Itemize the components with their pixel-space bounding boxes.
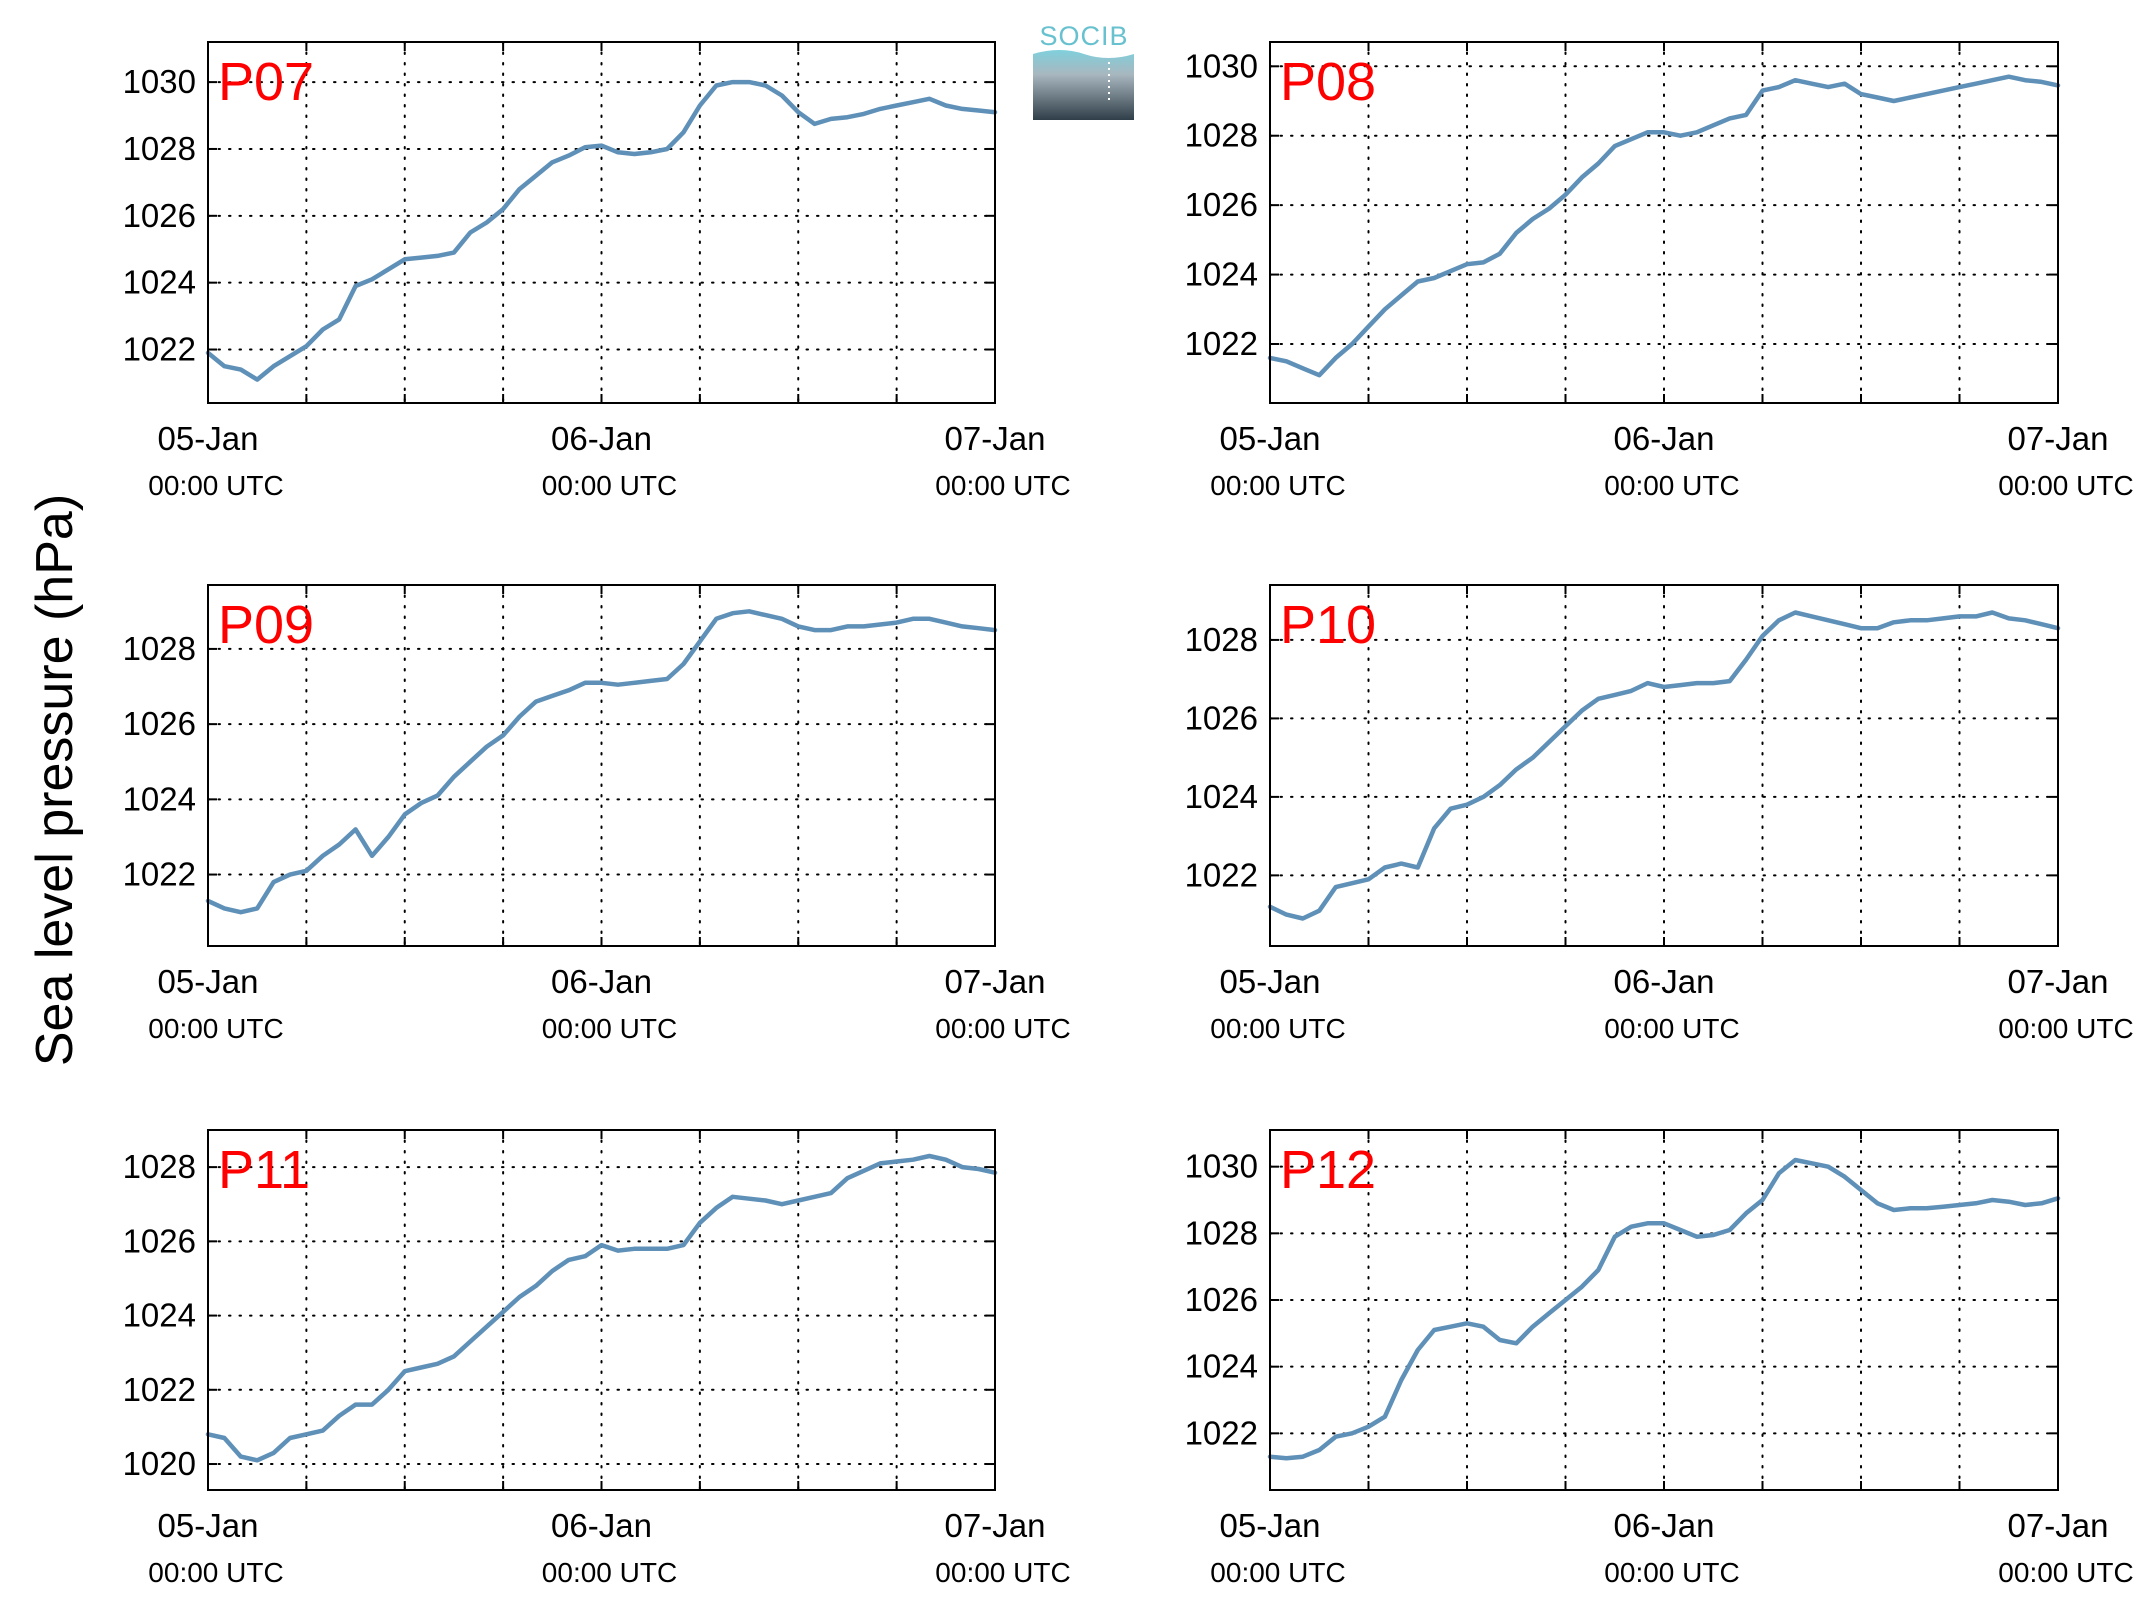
y-tick-label: 1030 [1185, 47, 1258, 84]
x-tick-label-time: 00:00 UTC [1210, 1013, 1345, 1044]
x-tick-label-time: 00:00 UTC [542, 470, 677, 501]
data-line [205, 1153, 998, 1463]
panel-label: P09 [218, 595, 314, 655]
x-tick-label-time: 00:00 UTC [148, 470, 283, 501]
panel-label: P12 [1280, 1140, 1376, 1200]
x-tick-label-date: 05-Jan [1220, 963, 1321, 1000]
x-tick-label-date: 05-Jan [1220, 1507, 1321, 1544]
data-line [1267, 74, 2061, 378]
panel-label: P08 [1280, 52, 1376, 112]
x-tick-label-time: 00:00 UTC [935, 1013, 1070, 1044]
x-tick-label-date: 07-Jan [945, 963, 1046, 1000]
x-tick-label-date: 06-Jan [1614, 1507, 1715, 1544]
y-tick-label: 1024 [1185, 1348, 1258, 1385]
x-tick-label-time: 00:00 UTC [148, 1013, 283, 1044]
y-tick-label: 1022 [1185, 325, 1258, 362]
x-tick-label-date: 05-Jan [158, 420, 259, 457]
y-tick-label: 1020 [123, 1445, 196, 1482]
x-tick-label-date: 07-Jan [2008, 1507, 2109, 1544]
chart-panel-p11: 1020 1022 1024 1026 1028 05-Jan 00:00 UTC 06-Ja… [123, 1129, 1071, 1588]
x-tick-label-date: 06-Jan [551, 963, 652, 1000]
data-line [205, 79, 998, 382]
chart-panel-p10: 1022 1024 1026 1028 05-Jan 00:00 UTC 06-Jan 00:… [1185, 584, 2134, 1044]
y-tick-label: 1026 [123, 197, 196, 234]
chart-panel-p08: 1022 1024 1026 1028 1030 05-Jan 00:00 UTC 06-Ja… [1185, 41, 2134, 501]
y-tick-label: 1022 [1185, 1414, 1258, 1451]
x-tick-label-time: 00:00 UTC [1604, 470, 1739, 501]
chart-panel-p09: 1022 1024 1026 1028 05-Jan 00:00 UTC 06-Jan 00:… [123, 584, 1071, 1044]
data-line [1267, 1157, 2061, 1461]
x-tick-label-date: 07-Jan [945, 1507, 1046, 1544]
x-tick-label-time: 00:00 UTC [935, 470, 1070, 501]
x-tick-label-date: 05-Jan [1220, 420, 1321, 457]
y-tick-label: 1022 [123, 1371, 196, 1408]
y-tick-label: 1022 [1185, 856, 1258, 893]
y-tick-label: 1026 [123, 705, 196, 742]
panel-label: P10 [1280, 595, 1376, 655]
y-tick-label: 1028 [1185, 117, 1258, 154]
x-tick-label-date: 07-Jan [2008, 963, 2109, 1000]
chart-panel-p12: 1022 1024 1026 1028 1030 05-Jan 00:00 UTC 06-Ja… [1185, 1129, 2134, 1588]
x-tick-label-date: 07-Jan [945, 420, 1046, 457]
y-tick-label: 1028 [123, 1148, 196, 1185]
data-line [205, 609, 998, 915]
x-tick-label-date: 07-Jan [2008, 420, 2109, 457]
panel-label: P11 [218, 1140, 310, 1200]
y-tick-label: 1026 [1185, 1281, 1258, 1318]
data-line [1267, 610, 2061, 921]
y-tick-label: 1024 [1185, 256, 1258, 293]
y-tick-label: 1026 [123, 1222, 196, 1259]
x-tick-label-date: 05-Jan [158, 1507, 259, 1544]
y-tick-label: 1028 [1185, 1214, 1258, 1251]
x-tick-label-time: 00:00 UTC [542, 1013, 677, 1044]
y-tick-label: 1028 [123, 130, 196, 167]
y-tick-label: 1024 [1185, 778, 1258, 815]
y-tick-label: 1026 [1185, 186, 1258, 223]
x-tick-label-time: 00:00 UTC [1998, 1557, 2133, 1588]
x-tick-label-time: 00:00 UTC [1210, 470, 1345, 501]
y-axis-label: Sea level pressure (hPa) [26, 494, 84, 1066]
y-tick-label: 1024 [123, 264, 196, 301]
x-tick-label-date: 05-Jan [158, 963, 259, 1000]
x-tick-label-time: 00:00 UTC [542, 1557, 677, 1588]
x-tick-label-time: 00:00 UTC [148, 1557, 283, 1588]
logo-wave [1033, 50, 1134, 120]
chart-panel-p07: 1022 1024 1026 1028 1030 05-Jan 00:00 UTC 06-Ja… [123, 41, 1071, 501]
y-tick-label: 1022 [123, 856, 196, 893]
logo-text: SOCIB [1039, 21, 1128, 51]
x-tick-label-time: 00:00 UTC [1604, 1013, 1739, 1044]
y-tick-label: 1028 [1185, 621, 1258, 658]
x-tick-label-date: 06-Jan [551, 420, 652, 457]
x-tick-label-date: 06-Jan [1614, 420, 1715, 457]
x-tick-label-time: 00:00 UTC [1210, 1557, 1345, 1588]
y-tick-label: 1028 [123, 630, 196, 667]
y-tick-label: 1024 [123, 1297, 196, 1334]
y-tick-label: 1030 [1185, 1148, 1258, 1185]
x-tick-label-time: 00:00 UTC [1998, 1013, 2133, 1044]
panel-label: P07 [218, 52, 314, 112]
x-tick-label-time: 00:00 UTC [935, 1557, 1070, 1588]
x-tick-label-date: 06-Jan [1614, 963, 1715, 1000]
y-tick-label: 1022 [123, 331, 196, 368]
y-tick-label: 1026 [1185, 699, 1258, 736]
y-tick-label: 1030 [123, 63, 196, 100]
socib-logo: SOCIB [1033, 21, 1134, 120]
x-tick-label-time: 00:00 UTC [1998, 470, 2133, 501]
x-tick-label-time: 00:00 UTC [1604, 1557, 1739, 1588]
y-tick-label: 1024 [123, 780, 196, 817]
x-tick-label-date: 06-Jan [551, 1507, 652, 1544]
